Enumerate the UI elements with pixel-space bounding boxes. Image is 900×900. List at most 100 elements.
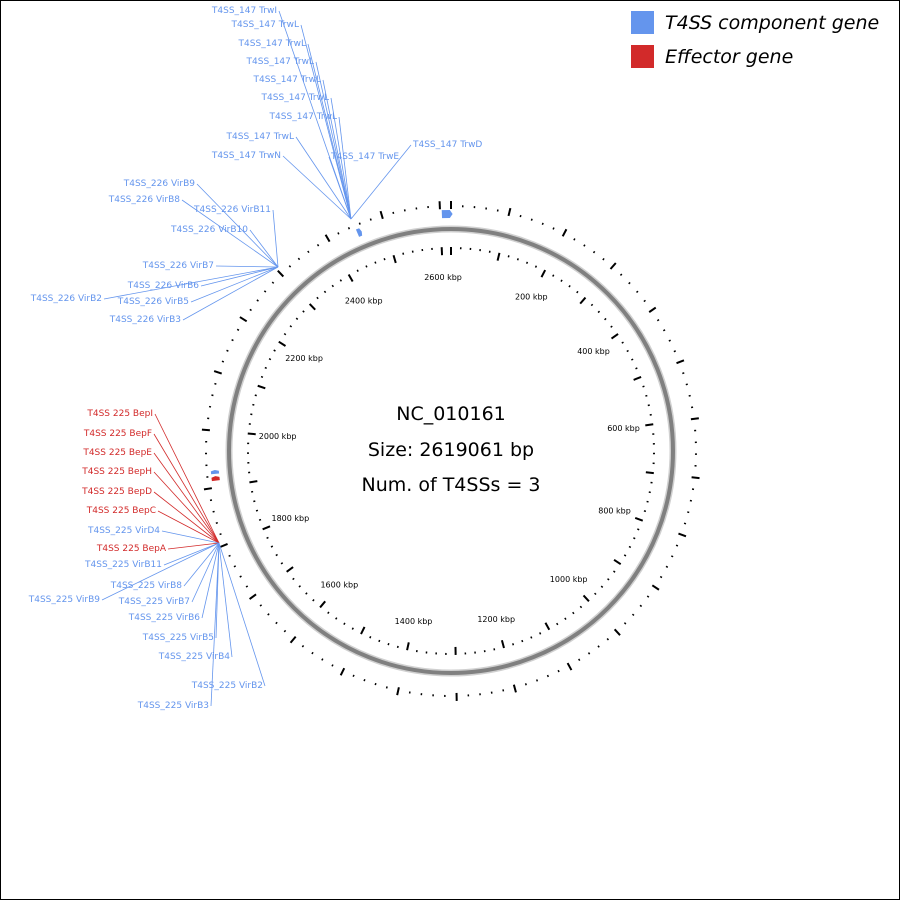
- gene-label: T4SS 225 BepI: [86, 409, 153, 419]
- outer-minor-tick: [673, 350, 676, 353]
- outer-minor-tick: [530, 218, 533, 221]
- outer-minor-tick: [631, 613, 635, 617]
- outer-major-tick: [239, 316, 248, 323]
- inner-major-tick: [540, 269, 547, 278]
- inner-minor-tick: [637, 528, 640, 531]
- gene-label: T4SS 225 BepH: [81, 467, 152, 477]
- inner-minor-tick: [516, 258, 519, 261]
- gene-label: T4SS_225 VirB8: [110, 581, 183, 591]
- outer-minor-tick: [331, 664, 334, 667]
- outer-major-tick: [248, 593, 257, 600]
- gene-label: T4SS_225 VirB4: [158, 652, 231, 662]
- inner-major-tick: [249, 480, 258, 484]
- inner-minor-tick: [594, 592, 597, 596]
- outer-minor-tick: [311, 651, 314, 655]
- outer-minor-tick: [358, 222, 361, 225]
- outer-minor-tick: [321, 658, 324, 661]
- inner-major-tick: [610, 333, 619, 340]
- inner-major-tick: [613, 558, 622, 566]
- outer-major-tick: [691, 476, 700, 480]
- outer-minor-tick: [662, 329, 666, 332]
- inner-major-tick: [278, 340, 287, 347]
- outer-minor-tick: [214, 382, 217, 385]
- leader-line: [215, 265, 279, 268]
- inner-minor-tick: [316, 296, 319, 300]
- gene-label: T4SS 225 BepA: [96, 544, 167, 554]
- outer-minor-tick: [239, 575, 242, 578]
- outer-minor-tick: [263, 290, 267, 293]
- outer-major-tick: [324, 234, 331, 243]
- legend-swatch-component: [631, 11, 654, 34]
- inner-minor-tick: [387, 642, 390, 646]
- inner-minor-tick: [295, 317, 299, 320]
- gene-label: T4SS_226 VirB10: [170, 225, 248, 235]
- inner-minor-tick: [339, 279, 343, 282]
- gene-label: T4SS_147 TrwL: [253, 75, 321, 85]
- inner-major-tick: [257, 384, 266, 390]
- outer-minor-tick: [271, 281, 275, 284]
- leader-line: [190, 266, 279, 303]
- outer-minor-tick: [245, 585, 249, 588]
- inner-minor-tick: [275, 553, 278, 557]
- inner-minor-tick: [525, 261, 529, 264]
- outer-minor-tick: [267, 613, 270, 616]
- leader-line: [103, 266, 279, 300]
- inner-minor-tick: [351, 627, 354, 630]
- inner-major-tick: [582, 594, 590, 602]
- backbone-ring: [227, 227, 675, 675]
- kbp-scale-label: 200 kbp: [515, 293, 548, 302]
- leader-line: [181, 199, 279, 268]
- outer-minor-tick: [233, 565, 237, 568]
- gene-label: T4SS_147 TrwL: [231, 20, 299, 30]
- inner-minor-tick: [645, 394, 648, 397]
- inner-minor-tick: [576, 290, 579, 294]
- inner-minor-tick: [556, 622, 559, 626]
- inner-minor-tick: [378, 639, 381, 643]
- inner-minor-tick: [623, 554, 627, 557]
- inner-minor-tick: [254, 394, 257, 397]
- inner-minor-tick: [607, 578, 610, 581]
- inner-minor-tick: [552, 274, 555, 277]
- inner-minor-tick: [312, 599, 315, 602]
- inner-minor-tick: [270, 545, 274, 548]
- outer-minor-tick: [369, 218, 372, 221]
- gene-label: T4SS_225 VirB6: [128, 613, 201, 623]
- gene-feature-t4ss-225: [210, 470, 220, 475]
- inner-major-tick: [544, 622, 551, 631]
- inner-minor-tick: [365, 265, 368, 268]
- outer-major-tick: [219, 543, 228, 548]
- inner-minor-tick: [268, 358, 272, 361]
- inner-minor-tick: [626, 349, 629, 353]
- gene-label: T4SS_226 VirB6: [127, 281, 200, 291]
- gene-label: T4SS_147 TrwL: [269, 112, 337, 122]
- inner-minor-tick: [331, 284, 334, 288]
- inner-minor-tick: [635, 367, 638, 370]
- genome-accession: NC_010161: [396, 403, 506, 425]
- leader-line: [201, 542, 220, 619]
- inner-minor-tick: [572, 611, 575, 615]
- inner-major-tick: [308, 303, 316, 311]
- gene-label: T4SS_147 TrwE: [330, 152, 399, 162]
- inner-minor-tick: [273, 349, 276, 352]
- inner-minor-tick: [260, 375, 264, 378]
- inner-minor-tick: [258, 518, 262, 521]
- leader-line: [272, 209, 279, 268]
- t4ss-count: Num. of T4SSs = 3: [361, 474, 541, 496]
- outer-minor-tick: [385, 686, 388, 689]
- gene-label: T4SS_225 VirB2: [191, 681, 263, 691]
- legend: T4SS component gene Effector gene: [631, 11, 879, 79]
- kbp-scale-label: 1200 kbp: [477, 615, 515, 624]
- kbp-scale-label: 2200 kbp: [285, 354, 323, 363]
- outer-minor-tick: [646, 595, 650, 598]
- outer-major-tick: [512, 684, 517, 693]
- outer-minor-tick: [639, 604, 643, 608]
- inner-major-tick: [633, 376, 642, 381]
- kbp-scale-label: 1000 kbp: [550, 575, 588, 584]
- outer-minor-tick: [519, 214, 522, 218]
- outer-minor-tick: [524, 683, 527, 686]
- leader-line: [153, 471, 220, 544]
- outer-major-tick: [289, 635, 297, 644]
- outer-minor-tick: [665, 565, 669, 568]
- gene-label: T4SS_225 VirB3: [137, 701, 209, 711]
